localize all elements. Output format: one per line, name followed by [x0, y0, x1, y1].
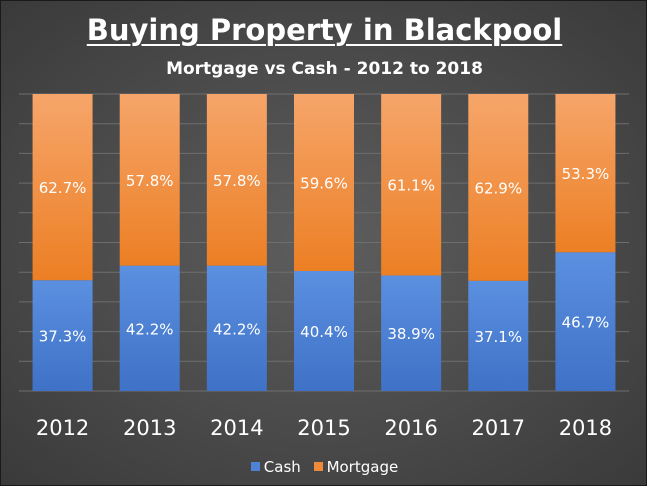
- data-label-cash-2018: 46.7%: [562, 314, 610, 332]
- bar-cash-2016: [381, 275, 442, 391]
- data-label-cash-2014: 42.2%: [213, 320, 261, 338]
- chart-subtitle: Mortgage vs Cash - 2012 to 2018: [166, 59, 483, 79]
- bar-mortgage-2015: [294, 94, 354, 272]
- bar-cash-2013: [119, 265, 180, 391]
- bar-mortgage-2013: [119, 94, 180, 266]
- data-label-mortgage-2012: 62.7%: [39, 179, 87, 197]
- bar-mortgage-2018: [555, 94, 616, 253]
- x-tick-2016: 2016: [384, 416, 437, 440]
- bar-mortgage-2014: [206, 94, 267, 266]
- data-label-mortgage-2018: 53.3%: [562, 165, 610, 183]
- bar-cash-2018: [555, 252, 616, 391]
- bar-mortgage-2016: [381, 94, 442, 276]
- legend-item-cash: Cash: [250, 457, 301, 476]
- data-label-cash-2013: 42.2%: [126, 320, 174, 338]
- data-label-cash-2016: 38.9%: [387, 325, 435, 343]
- data-label-cash-2012: 37.3%: [39, 328, 87, 346]
- bar-cash-2014: [206, 265, 267, 391]
- bar-mortgage-2017: [468, 94, 529, 281]
- bars: [32, 94, 616, 391]
- x-tick-2012: 2012: [36, 416, 89, 440]
- bar-cash-2017: [468, 280, 529, 391]
- x-tick-2013: 2013: [123, 416, 176, 440]
- x-axis-ticks: 2012 2013 2014 2015 2016 2017 2018: [36, 416, 612, 440]
- data-label-mortgage-2014: 57.8%: [213, 172, 261, 190]
- data-labels: 37.3% 62.7% 42.2% 57.8% 42.2% 57.8% 40.4% 59.6%…: [39, 165, 610, 346]
- legend-swatch-mortgage: [313, 462, 323, 471]
- legend-swatch-cash: [250, 462, 260, 471]
- data-label-mortgage-2015: 59.6%: [300, 175, 348, 193]
- data-label-cash-2017: 37.1%: [474, 328, 522, 346]
- x-tick-2018: 2018: [559, 416, 612, 440]
- chart-title: Buying Property in Blackpool: [86, 13, 563, 47]
- x-tick-2015: 2015: [297, 416, 350, 440]
- data-label-mortgage-2013: 57.8%: [126, 172, 174, 190]
- bar-cash-2015: [294, 271, 354, 391]
- x-tick-2017: 2017: [472, 416, 525, 440]
- bar-mortgage-2012: [32, 94, 93, 281]
- bar-cash-2012: [32, 280, 93, 391]
- legend-label-cash: Cash: [263, 457, 301, 476]
- legend: Cash Mortgage: [1, 457, 646, 476]
- data-label-mortgage-2016: 61.1%: [387, 177, 435, 195]
- data-label-cash-2015: 40.4%: [300, 323, 348, 341]
- x-tick-2014: 2014: [210, 416, 263, 440]
- legend-label-mortgage: Mortgage: [326, 457, 399, 476]
- data-label-mortgage-2017: 62.9%: [474, 179, 522, 197]
- legend-item-mortgage: Mortgage: [313, 457, 399, 476]
